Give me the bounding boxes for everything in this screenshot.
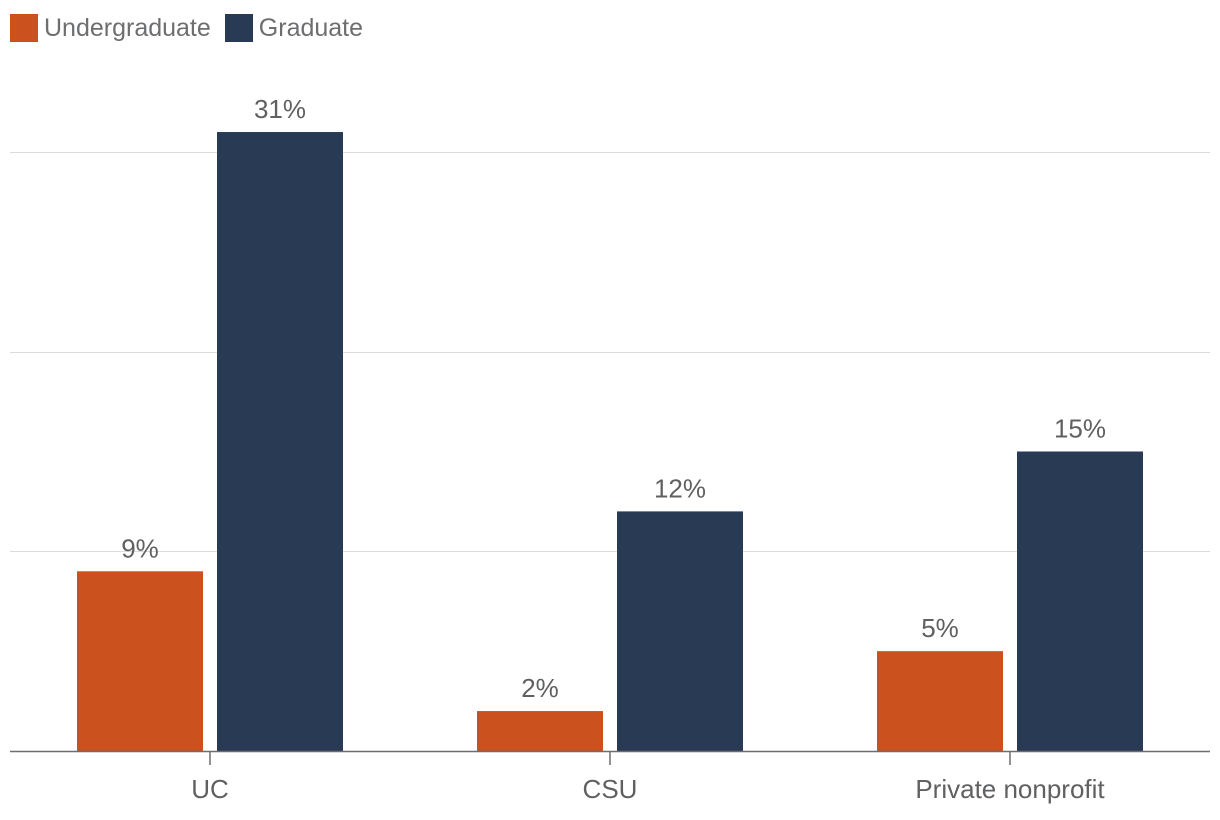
- bar-undergraduate-2: [877, 651, 1003, 751]
- data-label-undergraduate-2: 5%: [921, 613, 959, 643]
- data-label-undergraduate-0: 9%: [121, 533, 159, 563]
- data-label-graduate-2: 15%: [1054, 414, 1106, 444]
- data-label-undergraduate-1: 2%: [521, 673, 559, 703]
- data-label-graduate-0: 31%: [254, 94, 306, 124]
- bar-graduate-1: [617, 511, 743, 751]
- bar-undergraduate-0: [77, 571, 203, 751]
- legend-item-graduate: Graduate: [224, 13, 364, 43]
- bar-graduate-2: [1017, 451, 1143, 751]
- bar-graduate-0: [217, 132, 343, 752]
- legend-item-undergraduate: Undergraduate: [10, 14, 211, 43]
- x-tick-label-0: UC: [191, 774, 229, 804]
- data-label-graduate-1: 12%: [654, 473, 706, 503]
- chart-legend: Undergraduate Graduate: [10, 12, 363, 44]
- legend-swatch-undergraduate: [10, 14, 38, 42]
- x-tick-label-1: CSU: [583, 774, 638, 804]
- bar-undergraduate-1: [477, 711, 603, 751]
- legend-swatch-graduate: [224, 14, 253, 42]
- legend-label-undergraduate: Undergraduate: [44, 13, 211, 42]
- legend-label-graduate: Graduate: [258, 13, 364, 42]
- x-tick-label-2: Private nonprofit: [915, 774, 1105, 804]
